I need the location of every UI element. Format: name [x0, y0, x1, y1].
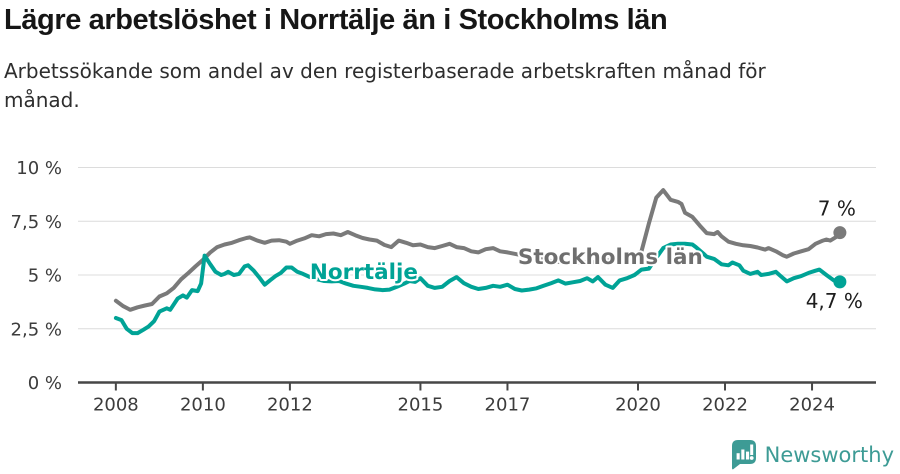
chart-header: Lägre arbetslöshet i Norrtälje än i Stoc… [4, 4, 896, 115]
y-tick-label: 0 % [28, 373, 62, 394]
x-tick-label: 2008 [93, 395, 139, 416]
brand-name: Newsworthy [764, 442, 894, 467]
brand-footer[interactable]: Newsworthy [731, 439, 894, 470]
logo-bar-tall [740, 449, 745, 460]
series-end-dot [833, 226, 847, 240]
logo-bar-medium [745, 451, 749, 460]
logo-bar-small [736, 453, 740, 460]
page-title: Lägre arbetslöshet i Norrtälje än i Stoc… [4, 4, 668, 36]
series-line [113, 188, 842, 312]
x-tick-label: 2012 [267, 395, 313, 416]
series-end-dot [833, 275, 847, 289]
series-label: Norrtälje [310, 260, 418, 285]
chart-subtitle: Arbetssökande som andel av den registerb… [4, 59, 766, 112]
logo-exclamation-stem [749, 444, 753, 455]
series-end-value-label: 7 % [818, 197, 856, 221]
x-tick-label: 2017 [485, 395, 531, 416]
y-tick-label: 7,5 % [11, 212, 62, 233]
x-tick-label: 2024 [789, 395, 835, 416]
x-tick-label: 2015 [398, 395, 444, 416]
y-tick-label: 5 % [28, 266, 62, 287]
x-tick-label: 2020 [615, 395, 661, 416]
x-tick-label: 2010 [180, 395, 226, 416]
series-line [113, 241, 842, 336]
logo-exclamation-dot [749, 456, 754, 460]
series-end-value-label: 4,7 % [806, 289, 863, 313]
series-label: Stockholms län [518, 245, 703, 270]
y-tick-label: 10 % [16, 158, 62, 179]
x-tick-label: 2022 [702, 395, 748, 416]
y-tick-label: 2,5 % [11, 319, 62, 340]
newsworthy-logo-icon [731, 440, 756, 470]
